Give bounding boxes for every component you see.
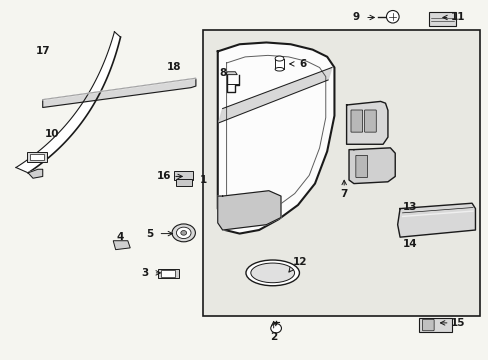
Text: 18: 18 (166, 63, 181, 72)
Text: 16: 16 (157, 171, 171, 181)
Bar (203, 30, 479, 316)
Polygon shape (217, 191, 281, 230)
Text: 12: 12 (293, 257, 307, 267)
Text: 7: 7 (340, 189, 347, 199)
Text: 17: 17 (35, 46, 50, 57)
FancyBboxPatch shape (418, 318, 451, 332)
Ellipse shape (270, 324, 281, 333)
Text: 14: 14 (402, 239, 416, 249)
FancyBboxPatch shape (355, 156, 367, 177)
Polygon shape (113, 241, 130, 249)
Ellipse shape (172, 224, 195, 242)
Polygon shape (28, 169, 42, 178)
Text: 8: 8 (219, 68, 226, 78)
Polygon shape (42, 78, 196, 108)
FancyBboxPatch shape (27, 152, 47, 162)
Text: 3: 3 (141, 268, 148, 278)
Polygon shape (225, 72, 237, 75)
Ellipse shape (386, 10, 398, 23)
FancyBboxPatch shape (30, 154, 44, 160)
Ellipse shape (275, 56, 284, 61)
Text: 6: 6 (299, 59, 306, 69)
FancyBboxPatch shape (158, 269, 179, 278)
Polygon shape (217, 42, 334, 234)
Ellipse shape (181, 230, 186, 235)
Polygon shape (275, 59, 284, 69)
Polygon shape (346, 102, 387, 144)
Ellipse shape (275, 67, 284, 71)
Ellipse shape (176, 227, 191, 239)
FancyBboxPatch shape (161, 270, 175, 277)
Text: 13: 13 (402, 202, 416, 212)
Polygon shape (16, 32, 120, 173)
FancyBboxPatch shape (176, 179, 192, 186)
Polygon shape (218, 67, 331, 123)
FancyBboxPatch shape (350, 110, 362, 132)
Ellipse shape (245, 260, 299, 286)
FancyBboxPatch shape (428, 12, 456, 26)
Ellipse shape (250, 263, 294, 283)
Polygon shape (397, 203, 474, 237)
Text: 1: 1 (199, 175, 206, 185)
Text: 4: 4 (117, 232, 124, 242)
FancyBboxPatch shape (364, 110, 375, 132)
Text: 5: 5 (146, 229, 153, 239)
FancyBboxPatch shape (173, 171, 193, 180)
Text: 9: 9 (352, 13, 359, 22)
Polygon shape (348, 148, 394, 184)
Text: 10: 10 (45, 129, 60, 139)
Text: 15: 15 (450, 318, 465, 328)
Text: 11: 11 (450, 13, 465, 22)
Text: 2: 2 (269, 332, 277, 342)
FancyBboxPatch shape (422, 319, 433, 331)
